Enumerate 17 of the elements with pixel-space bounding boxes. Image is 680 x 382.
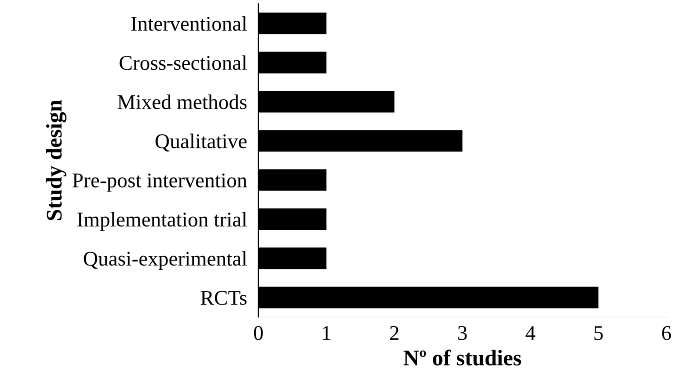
y-tick-label: Pre-post intervention <box>72 173 247 192</box>
x-tick-label: 2 <box>390 326 398 340</box>
y-tick-label: Interventional <box>131 16 247 31</box>
x-tick-label: 6 <box>662 326 671 340</box>
y-tick-label: Mixed methods <box>118 94 247 110</box>
y-axis-title: Study design <box>46 100 66 220</box>
x-tick-label: 1 <box>323 326 330 340</box>
x-tick-label: 3 <box>458 326 467 340</box>
x-axis-title: Nº of studies <box>404 350 522 366</box>
y-tick-label: Implementation trial <box>77 212 247 231</box>
x-tick-label: 0 <box>254 326 263 340</box>
y-tick-label: Qualitative <box>156 134 247 152</box>
y-tick-label: RCTs <box>200 290 247 305</box>
x-tick-label: 4 <box>526 326 536 340</box>
x-tick-label: 5 <box>594 326 603 340</box>
y-tick-label: Cross-sectional <box>120 55 247 70</box>
y-tick-label: Quasi-experimental <box>84 251 247 270</box>
